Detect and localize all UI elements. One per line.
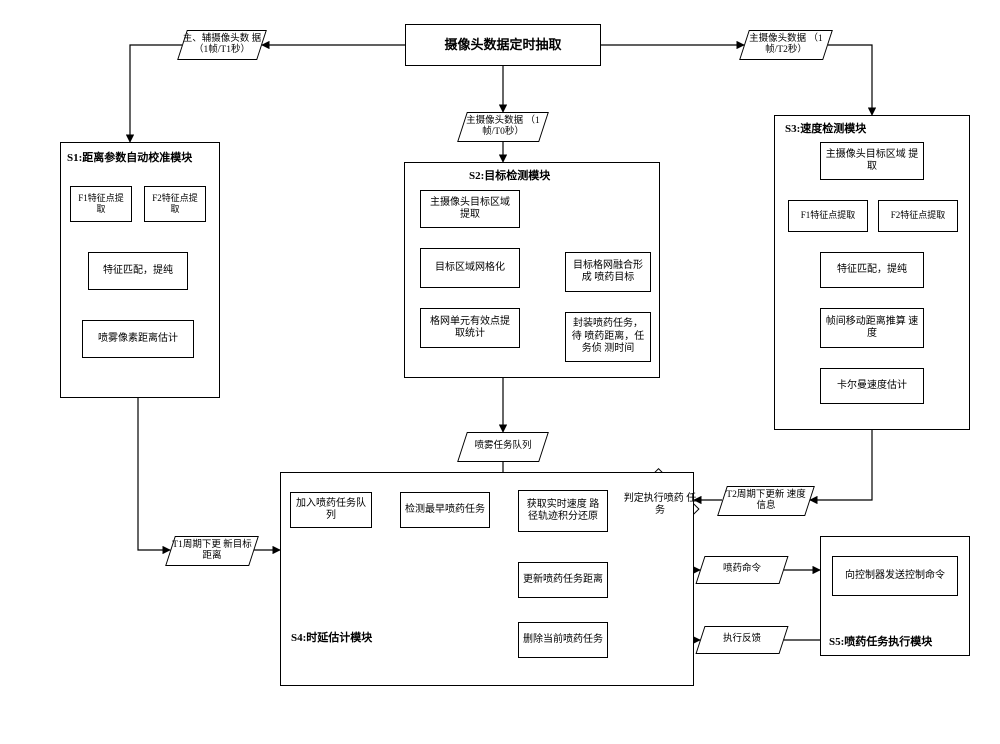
s4-upd-box: 更新喷药任务距离 — [518, 562, 608, 598]
s3-f2-box: F2特征点提取 — [878, 200, 958, 232]
s2-a1-box: 主摄像头目标区域 提取 — [420, 190, 520, 228]
s3-f1-box: F1特征点提取 — [788, 200, 868, 232]
s5-module: S5:喷药任务执行模块 — [820, 536, 970, 656]
s2-queue-label: 喷雾任务队列 — [462, 432, 544, 462]
s4-b1-box: 加入喷药任务队列 — [290, 492, 372, 528]
s4-cmd-label: 喷药命令 — [700, 556, 784, 584]
s2-title: S2:目标检测模块 — [469, 167, 550, 183]
s1-match-box: 特征匹配，提纯 — [88, 252, 188, 290]
data-center-label: 主摄像头数据 （1帧/T0秒） — [462, 112, 544, 142]
s4-title: S4:时延估计模块 — [291, 629, 372, 645]
s4-b3-box: 获取实时速度 路径轨迹积分还原 — [518, 490, 608, 532]
s2-b1-box: 目标格网融合形成 喷药目标 — [565, 252, 651, 292]
s2-a3-box: 格网单元有效点提 取统计 — [420, 308, 520, 348]
s4-del-box: 删除当前喷药任务 — [518, 622, 608, 658]
s5-b1-box: 向控制器发送控制命令 — [832, 556, 958, 596]
s5-title: S5:喷药任务执行模块 — [829, 633, 932, 649]
s4-decision: 判定执行喷药 任务 — [620, 470, 700, 540]
s2-b2-box: 封装喷药任务，待 喷药距离，任务侦 测时间 — [565, 312, 651, 362]
s4-fb-label: 执行反馈 — [700, 626, 784, 654]
s3-title: S3:速度检测模块 — [785, 120, 866, 136]
s3-a1-box: 主摄像头目标区域 提取 — [820, 142, 924, 180]
s3-out-label: T2周期下更新 速度信息 — [722, 486, 810, 516]
s4-b2-box: 检测最早喷药任务 — [400, 492, 490, 528]
s1-est-box: 喷雾像素距离估计 — [82, 320, 194, 358]
data-right-label: 主摄像头数据 （1帧/T2秒） — [744, 30, 828, 60]
s3-kal-box: 卡尔曼速度估计 — [820, 368, 924, 404]
s1-out-label: T1周期下更 新目标距离 — [170, 536, 254, 566]
s1-title: S1:距离参数自动校准模块 — [67, 149, 192, 165]
s3-match-box: 特征匹配，提纯 — [820, 252, 924, 288]
s1-f2-box: F2特征点提取 — [144, 186, 206, 222]
s3-calc-box: 帧间移动距离推算 速度 — [820, 308, 924, 348]
s2-a2-box: 目标区域网格化 — [420, 248, 520, 288]
camera-sampling-box: 摄像头数据定时抽取 — [405, 24, 601, 66]
data-left-label: 主、辅摄像头数 据（1帧/T1秒） — [182, 30, 262, 60]
s1-f1-box: F1特征点提取 — [70, 186, 132, 222]
